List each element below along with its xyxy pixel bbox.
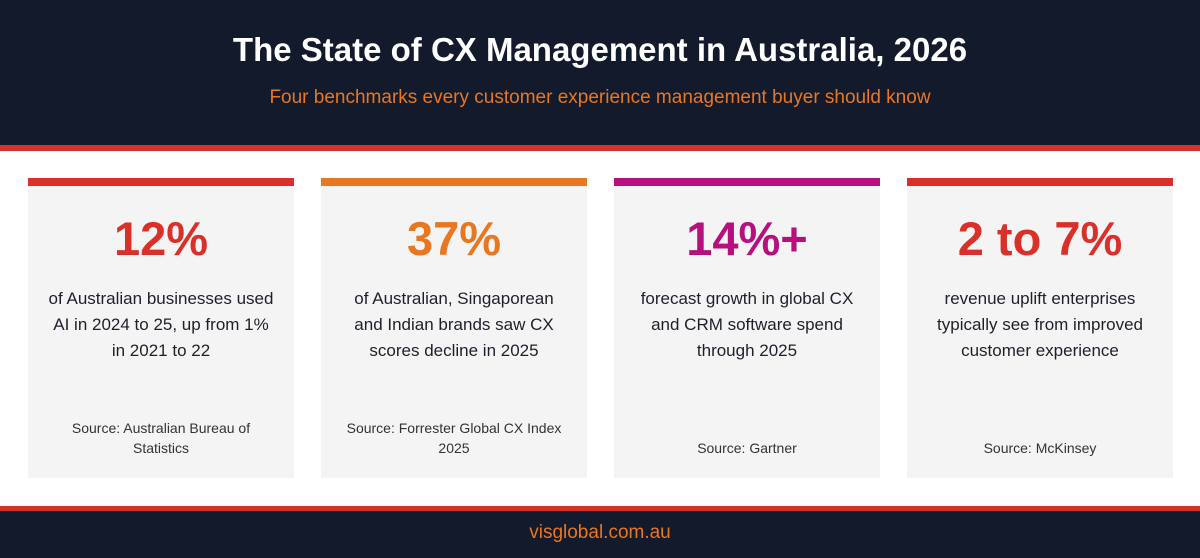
stat-value: 2 to 7% — [957, 212, 1123, 265]
header: The State of CX Management in Australia,… — [0, 0, 1200, 145]
footer-divider — [0, 506, 1200, 511]
header-divider — [0, 145, 1200, 151]
stat-source: Source: Australian Bureau of Statistics — [71, 420, 251, 456]
stat-value: 12% — [113, 212, 209, 265]
stat-card-revenue-uplift: 2 to 7% revenue uplift enterprises typic… — [907, 178, 1173, 478]
card-accent-bar — [614, 178, 880, 186]
stat-description: of Australian businesses used AI in 2024… — [48, 289, 274, 360]
footer: visglobal.com.au — [0, 511, 1200, 558]
stat-description: of Australian, Singaporean and Indian br… — [354, 289, 554, 360]
stat-source: Source: McKinsey — [983, 440, 1097, 456]
stat-card-software-spend: 14%+ forecast growth in global CX and CR… — [614, 178, 880, 478]
stat-value: 37% — [406, 212, 502, 265]
page-title: The State of CX Management in Australia,… — [232, 31, 968, 68]
footer-url[interactable]: visglobal.com.au — [529, 522, 671, 543]
stat-card-cx-decline: 37% of Australian, Singaporean and India… — [321, 178, 587, 478]
stat-card-ai-adoption: 12% of Australian businesses used AI in … — [28, 178, 294, 478]
page-subtitle: Four benchmarks every customer experienc… — [269, 87, 931, 108]
stat-source: Source: Gartner — [697, 440, 797, 456]
card-accent-bar — [907, 178, 1173, 186]
card-accent-bar — [28, 178, 294, 186]
stat-source: Source: Forrester Global CX Index 2025 — [346, 420, 562, 456]
stat-value: 14%+ — [686, 212, 808, 265]
stat-description: revenue uplift enterprises typically see… — [937, 289, 1143, 360]
card-accent-bar — [321, 178, 587, 186]
stat-description: forecast growth in global CX and CRM sof… — [640, 289, 854, 360]
